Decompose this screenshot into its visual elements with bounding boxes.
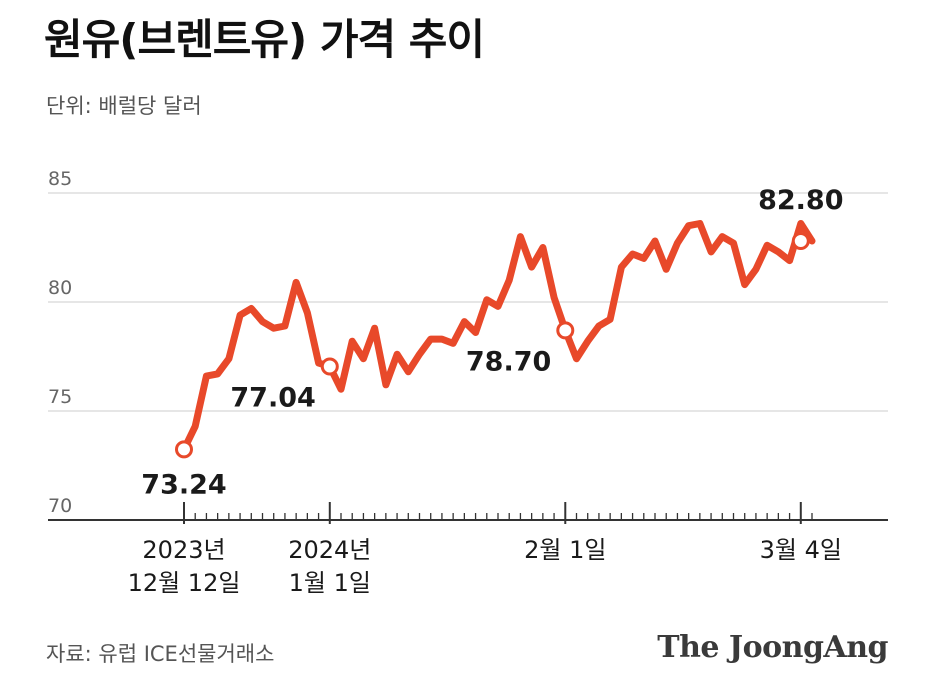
x-tick-label: 2024년 bbox=[288, 536, 371, 564]
data-label: 73.24 bbox=[141, 469, 226, 500]
x-tick-label: 1월 1일 bbox=[289, 569, 371, 597]
data-point-marker bbox=[175, 440, 193, 459]
brand-logo: The JoongAng bbox=[657, 630, 888, 665]
data-label: 77.04 bbox=[230, 383, 315, 414]
x-tick-label: 2023년 bbox=[142, 536, 225, 564]
series-line bbox=[180, 220, 816, 453]
data-label: 78.70 bbox=[466, 346, 551, 377]
y-tick-label: 85 bbox=[48, 168, 72, 190]
unit-label: 단위: 배럴당 달러 bbox=[46, 94, 202, 118]
data-point-marker bbox=[556, 321, 575, 340]
data-label: 82.80 bbox=[758, 185, 843, 216]
y-tick-label: 80 bbox=[48, 277, 72, 299]
chart-title: 원유(브렌트유) 가격 추이 bbox=[44, 15, 485, 64]
x-tick-label: 2월 1일 bbox=[524, 536, 606, 564]
y-tick-label: 70 bbox=[48, 495, 72, 517]
y-tick-label: 75 bbox=[48, 386, 72, 408]
x-tick-label: 3월 4일 bbox=[760, 536, 842, 564]
source-label: 자료: 유럽 ICE선물거래소 bbox=[46, 642, 275, 666]
data-point-marker bbox=[320, 357, 339, 376]
x-tick-label: 12월 12일 bbox=[128, 569, 241, 597]
data-point-marker bbox=[791, 231, 810, 250]
